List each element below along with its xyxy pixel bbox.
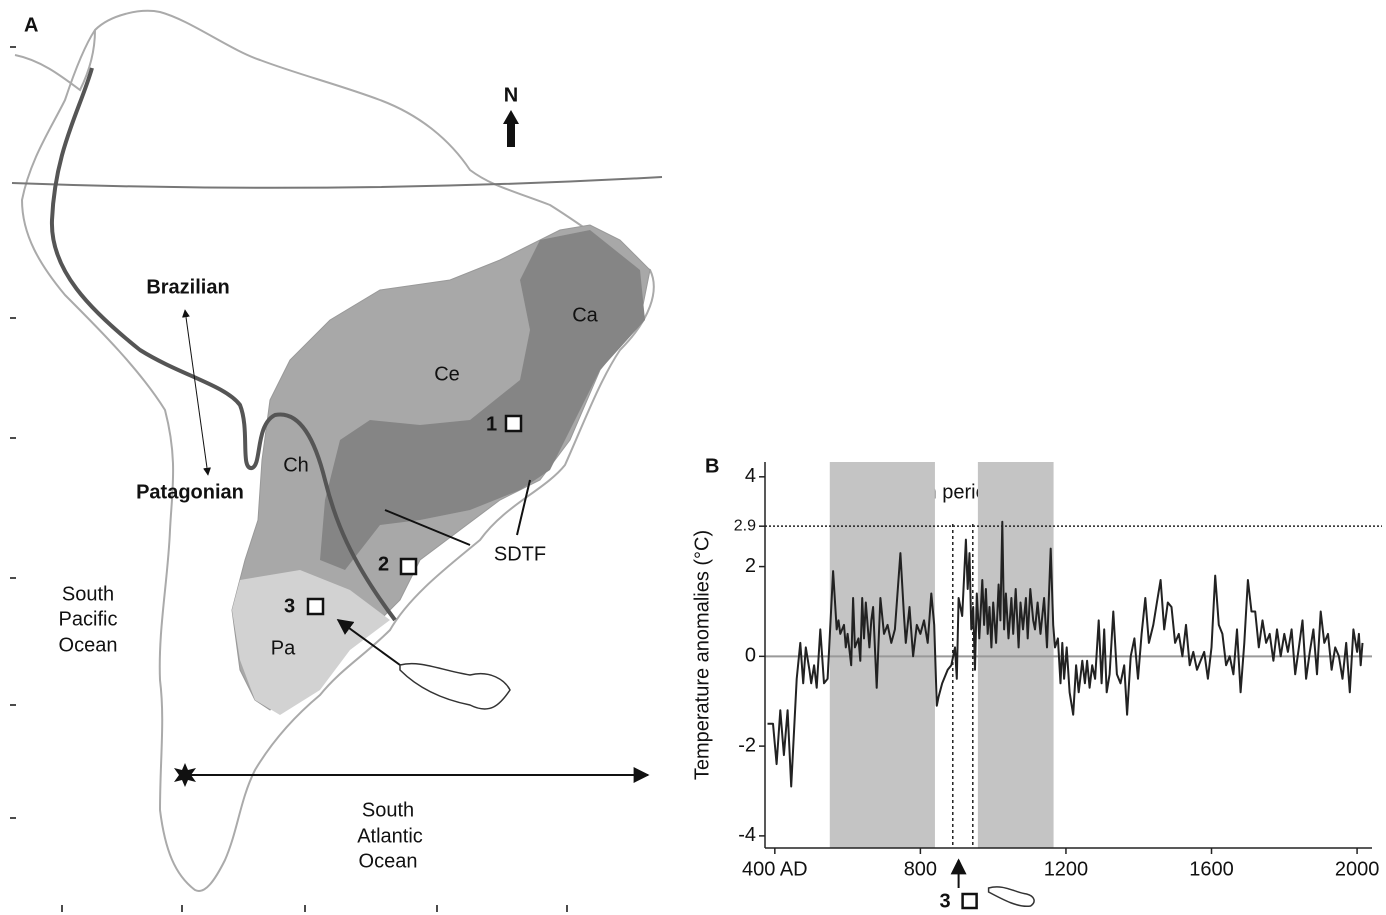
region-label: Ce (434, 363, 460, 385)
region-label: SDTF (494, 543, 546, 565)
region-name: Patagonian (136, 481, 244, 503)
ocean-label: Ocean (359, 850, 418, 872)
jaw-icon (399, 662, 511, 710)
site-label: 1 (486, 413, 497, 435)
continent-outline (20, 9, 655, 892)
ocean-label: South (62, 583, 114, 605)
panel-label: B (705, 455, 719, 477)
site-star (174, 763, 196, 787)
ocean-label: Ocean (59, 634, 118, 656)
central-america (14, 29, 96, 92)
site-marker (306, 597, 325, 616)
x-tick-label: 1200 (1044, 858, 1089, 880)
biogeographic-boundary (49, 67, 397, 622)
x-tick-label: 800 (904, 858, 937, 880)
north-label: N (504, 84, 518, 106)
site-marker (399, 557, 418, 576)
site-label: 3 (284, 595, 295, 617)
x-tick-label: 400 AD (742, 858, 808, 880)
specimen-square (961, 892, 978, 910)
boundary-arrow (182, 309, 211, 476)
chart-panel: B Temperature anomalies (°C) Warm period… (691, 455, 1382, 912)
y-tick-label: -4 (738, 824, 756, 846)
site-marker (504, 414, 523, 433)
region-label: Ca (572, 304, 598, 326)
ocean-label: Atlantic (357, 825, 423, 847)
specimen-arrow (336, 619, 401, 666)
region-dark (320, 230, 645, 570)
y-tick-label: 0 (745, 645, 756, 667)
panel-label: A (24, 14, 38, 36)
ocean-label: Pacific (59, 608, 118, 630)
ocean-label: South (362, 799, 414, 821)
x-tick-label: 1600 (1189, 858, 1234, 880)
region-name: Brazilian (146, 276, 229, 298)
y-tick-label: 2 (745, 555, 756, 577)
y-axis-label: Temperature anomalies (°C) (691, 530, 713, 780)
series-line (767, 520, 1364, 788)
map-panel: A N Brazilian Patagonian Ce Ca Ch Pa SDT… (10, 9, 663, 912)
map-ticks (10, 46, 568, 912)
sdtf-pointer (516, 479, 531, 536)
region-label: Ch (283, 454, 309, 476)
y-tick-label: 2.9 (734, 517, 756, 534)
jaw-icon (987, 886, 1035, 908)
warm-period (977, 462, 1054, 848)
sdtf-pointer (384, 509, 471, 546)
region-light (232, 570, 390, 715)
y-tick-label: 4 (745, 465, 756, 487)
warm-period (829, 462, 935, 848)
x-tick-label: 2000 (1335, 858, 1380, 880)
site-label: 2 (378, 553, 389, 575)
y-tick-label: -2 (738, 734, 756, 756)
specimen-label: 3 (939, 890, 950, 912)
region-label: Pa (271, 637, 296, 659)
equator (11, 176, 663, 189)
north-arrow (503, 110, 519, 147)
